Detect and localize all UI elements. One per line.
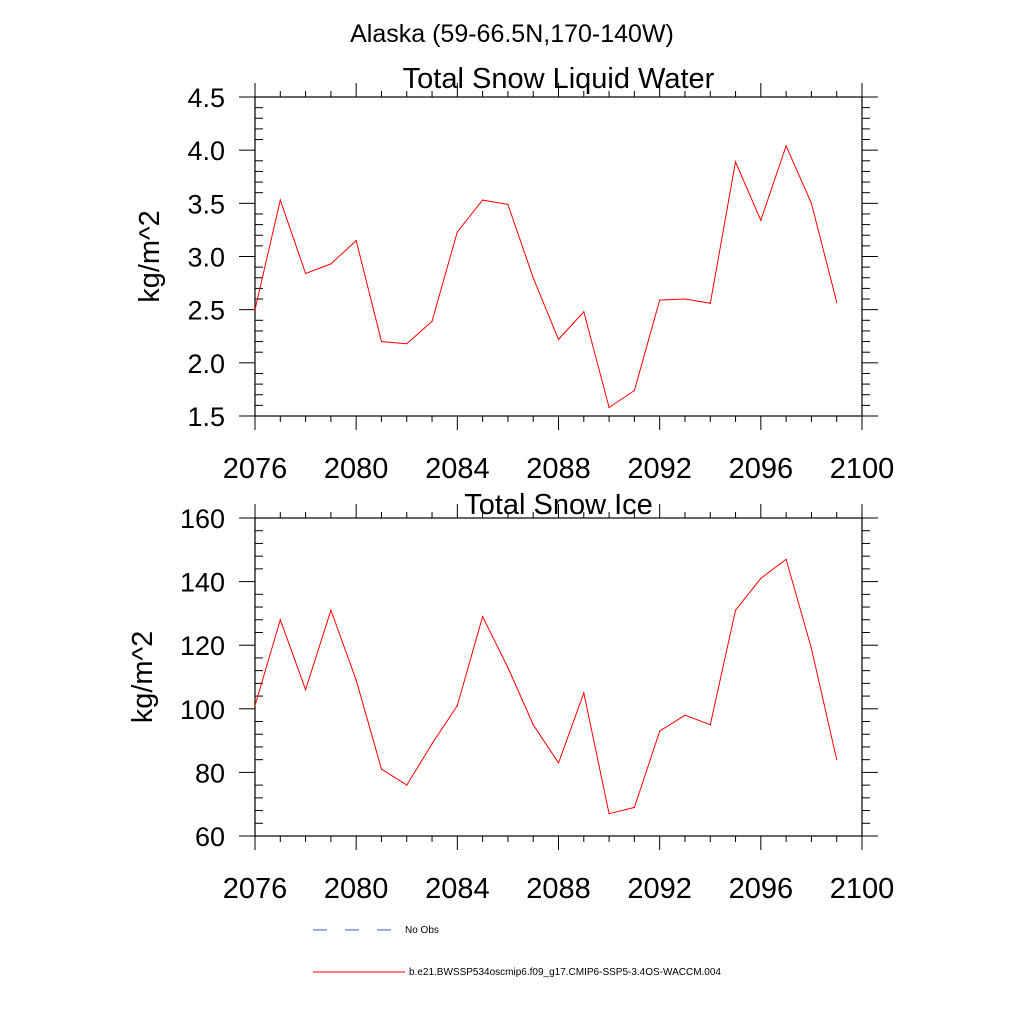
y-tick-label: 140 xyxy=(180,568,225,598)
data-point xyxy=(659,730,661,732)
data-point xyxy=(557,762,560,764)
suptitle: Alaska (59-66.5N,170-140W) xyxy=(350,20,674,48)
data-point xyxy=(482,615,484,618)
data-point xyxy=(734,609,737,611)
data-point xyxy=(254,309,256,311)
x-tick-label: 2096 xyxy=(729,873,794,905)
data-point xyxy=(380,340,383,343)
data-point xyxy=(482,199,484,201)
y-tick-label: 4.0 xyxy=(187,136,225,166)
data-point xyxy=(532,724,534,726)
data-point xyxy=(304,272,307,275)
plot-frame xyxy=(254,517,863,837)
data-point xyxy=(330,263,332,265)
y-tick-label: 80 xyxy=(195,758,225,788)
series-line xyxy=(254,144,838,409)
data-point xyxy=(557,338,560,341)
data-point xyxy=(380,768,383,770)
data-point xyxy=(760,219,762,221)
data-point xyxy=(254,705,256,707)
data-point xyxy=(785,558,787,560)
legend-label-model: b.e21.BWSSP534oscmip6.f09_g17.CMIP6-SSP5… xyxy=(409,967,721,978)
data-point xyxy=(684,298,686,300)
x-tick-label: 2088 xyxy=(526,873,591,905)
data-point xyxy=(785,145,787,147)
x-tick-label: 2080 xyxy=(324,873,389,905)
legend-label-no-obs: No Obs xyxy=(405,925,439,936)
data-point xyxy=(810,647,813,649)
data-point xyxy=(431,743,433,745)
y-tick-label: 3.0 xyxy=(187,243,225,273)
data-point xyxy=(507,666,509,669)
data-point xyxy=(583,692,585,694)
data-point xyxy=(608,813,610,815)
data-point xyxy=(406,784,408,786)
data-point xyxy=(583,311,585,313)
x-tick-label: 2076 xyxy=(223,453,288,485)
data-point xyxy=(633,806,635,808)
y-tick-label: 3.5 xyxy=(187,189,225,219)
data-point xyxy=(760,577,762,580)
x-tick-label: 2100 xyxy=(830,453,895,485)
x-tick-label: 2084 xyxy=(425,873,490,905)
y-tick-label: 2.5 xyxy=(187,296,225,326)
data-point xyxy=(355,239,357,242)
y-tick-label: 2.0 xyxy=(187,349,225,379)
data-point xyxy=(355,679,357,681)
x-tick-label: 2092 xyxy=(627,873,692,905)
x-tick-label: 2084 xyxy=(425,453,490,485)
legend: No Obs b.e21.BWSSP534oscmip6.f09_g17.CMI… xyxy=(313,925,721,978)
y-tick-label: 4.5 xyxy=(187,83,225,113)
plot-frame xyxy=(254,96,863,417)
data-point xyxy=(709,724,711,726)
y-axis-label: kg/m^2 xyxy=(134,210,166,303)
data-point xyxy=(330,609,332,611)
data-point xyxy=(431,320,433,322)
data-point xyxy=(659,299,661,301)
data-point xyxy=(684,714,686,716)
data-point xyxy=(836,759,838,761)
x-tick-label: 2080 xyxy=(324,453,389,485)
data-point xyxy=(456,705,458,707)
series-line xyxy=(254,558,838,815)
data-point xyxy=(810,202,813,204)
data-point xyxy=(456,231,458,233)
data-point xyxy=(406,343,408,345)
y-axis-label: kg/m^2 xyxy=(127,631,159,724)
x-tick-label: 2100 xyxy=(830,873,895,905)
data-point xyxy=(532,277,534,279)
y-tick-label: 100 xyxy=(180,695,225,725)
data-point xyxy=(633,389,635,392)
x-tick-label: 2088 xyxy=(526,453,591,485)
y-tick-label: 1.5 xyxy=(187,402,225,432)
x-tick-label: 2076 xyxy=(223,873,288,905)
x-tick-label: 2096 xyxy=(729,453,794,485)
data-point xyxy=(304,689,307,691)
data-point xyxy=(507,203,509,205)
data-point xyxy=(279,619,281,621)
data-point xyxy=(734,161,737,163)
data-point xyxy=(836,301,838,303)
y-tick-label: 60 xyxy=(195,822,225,852)
y-tick-label: 160 xyxy=(180,504,225,534)
data-point xyxy=(608,406,610,409)
data-point xyxy=(279,199,281,201)
y-tick-label: 120 xyxy=(180,631,225,661)
data-point xyxy=(709,302,711,304)
x-tick-label: 2092 xyxy=(627,453,692,485)
